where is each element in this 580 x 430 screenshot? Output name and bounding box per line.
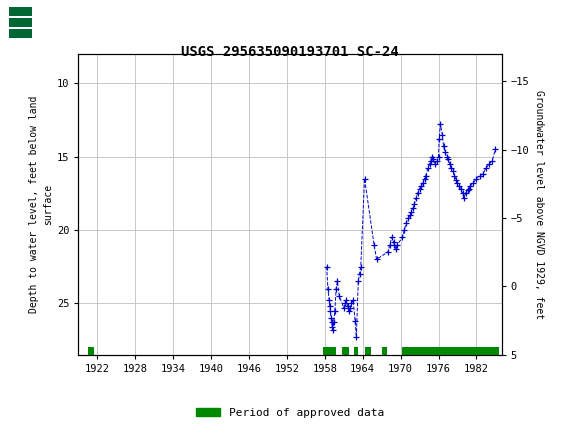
Bar — [9, 18, 32, 27]
Y-axis label: Groundwater level above NGVD 1929, feet: Groundwater level above NGVD 1929, feet — [534, 90, 543, 319]
Text: USGS: USGS — [38, 13, 85, 28]
Bar — [9, 29, 32, 37]
Legend: Period of approved data: Period of approved data — [191, 403, 389, 422]
Y-axis label: Depth to water level, feet below land
surface: Depth to water level, feet below land su… — [30, 95, 53, 313]
Bar — [9, 3, 78, 37]
Bar — [9, 7, 32, 15]
Text: USGS 295635090193701 SC-24: USGS 295635090193701 SC-24 — [181, 45, 399, 59]
